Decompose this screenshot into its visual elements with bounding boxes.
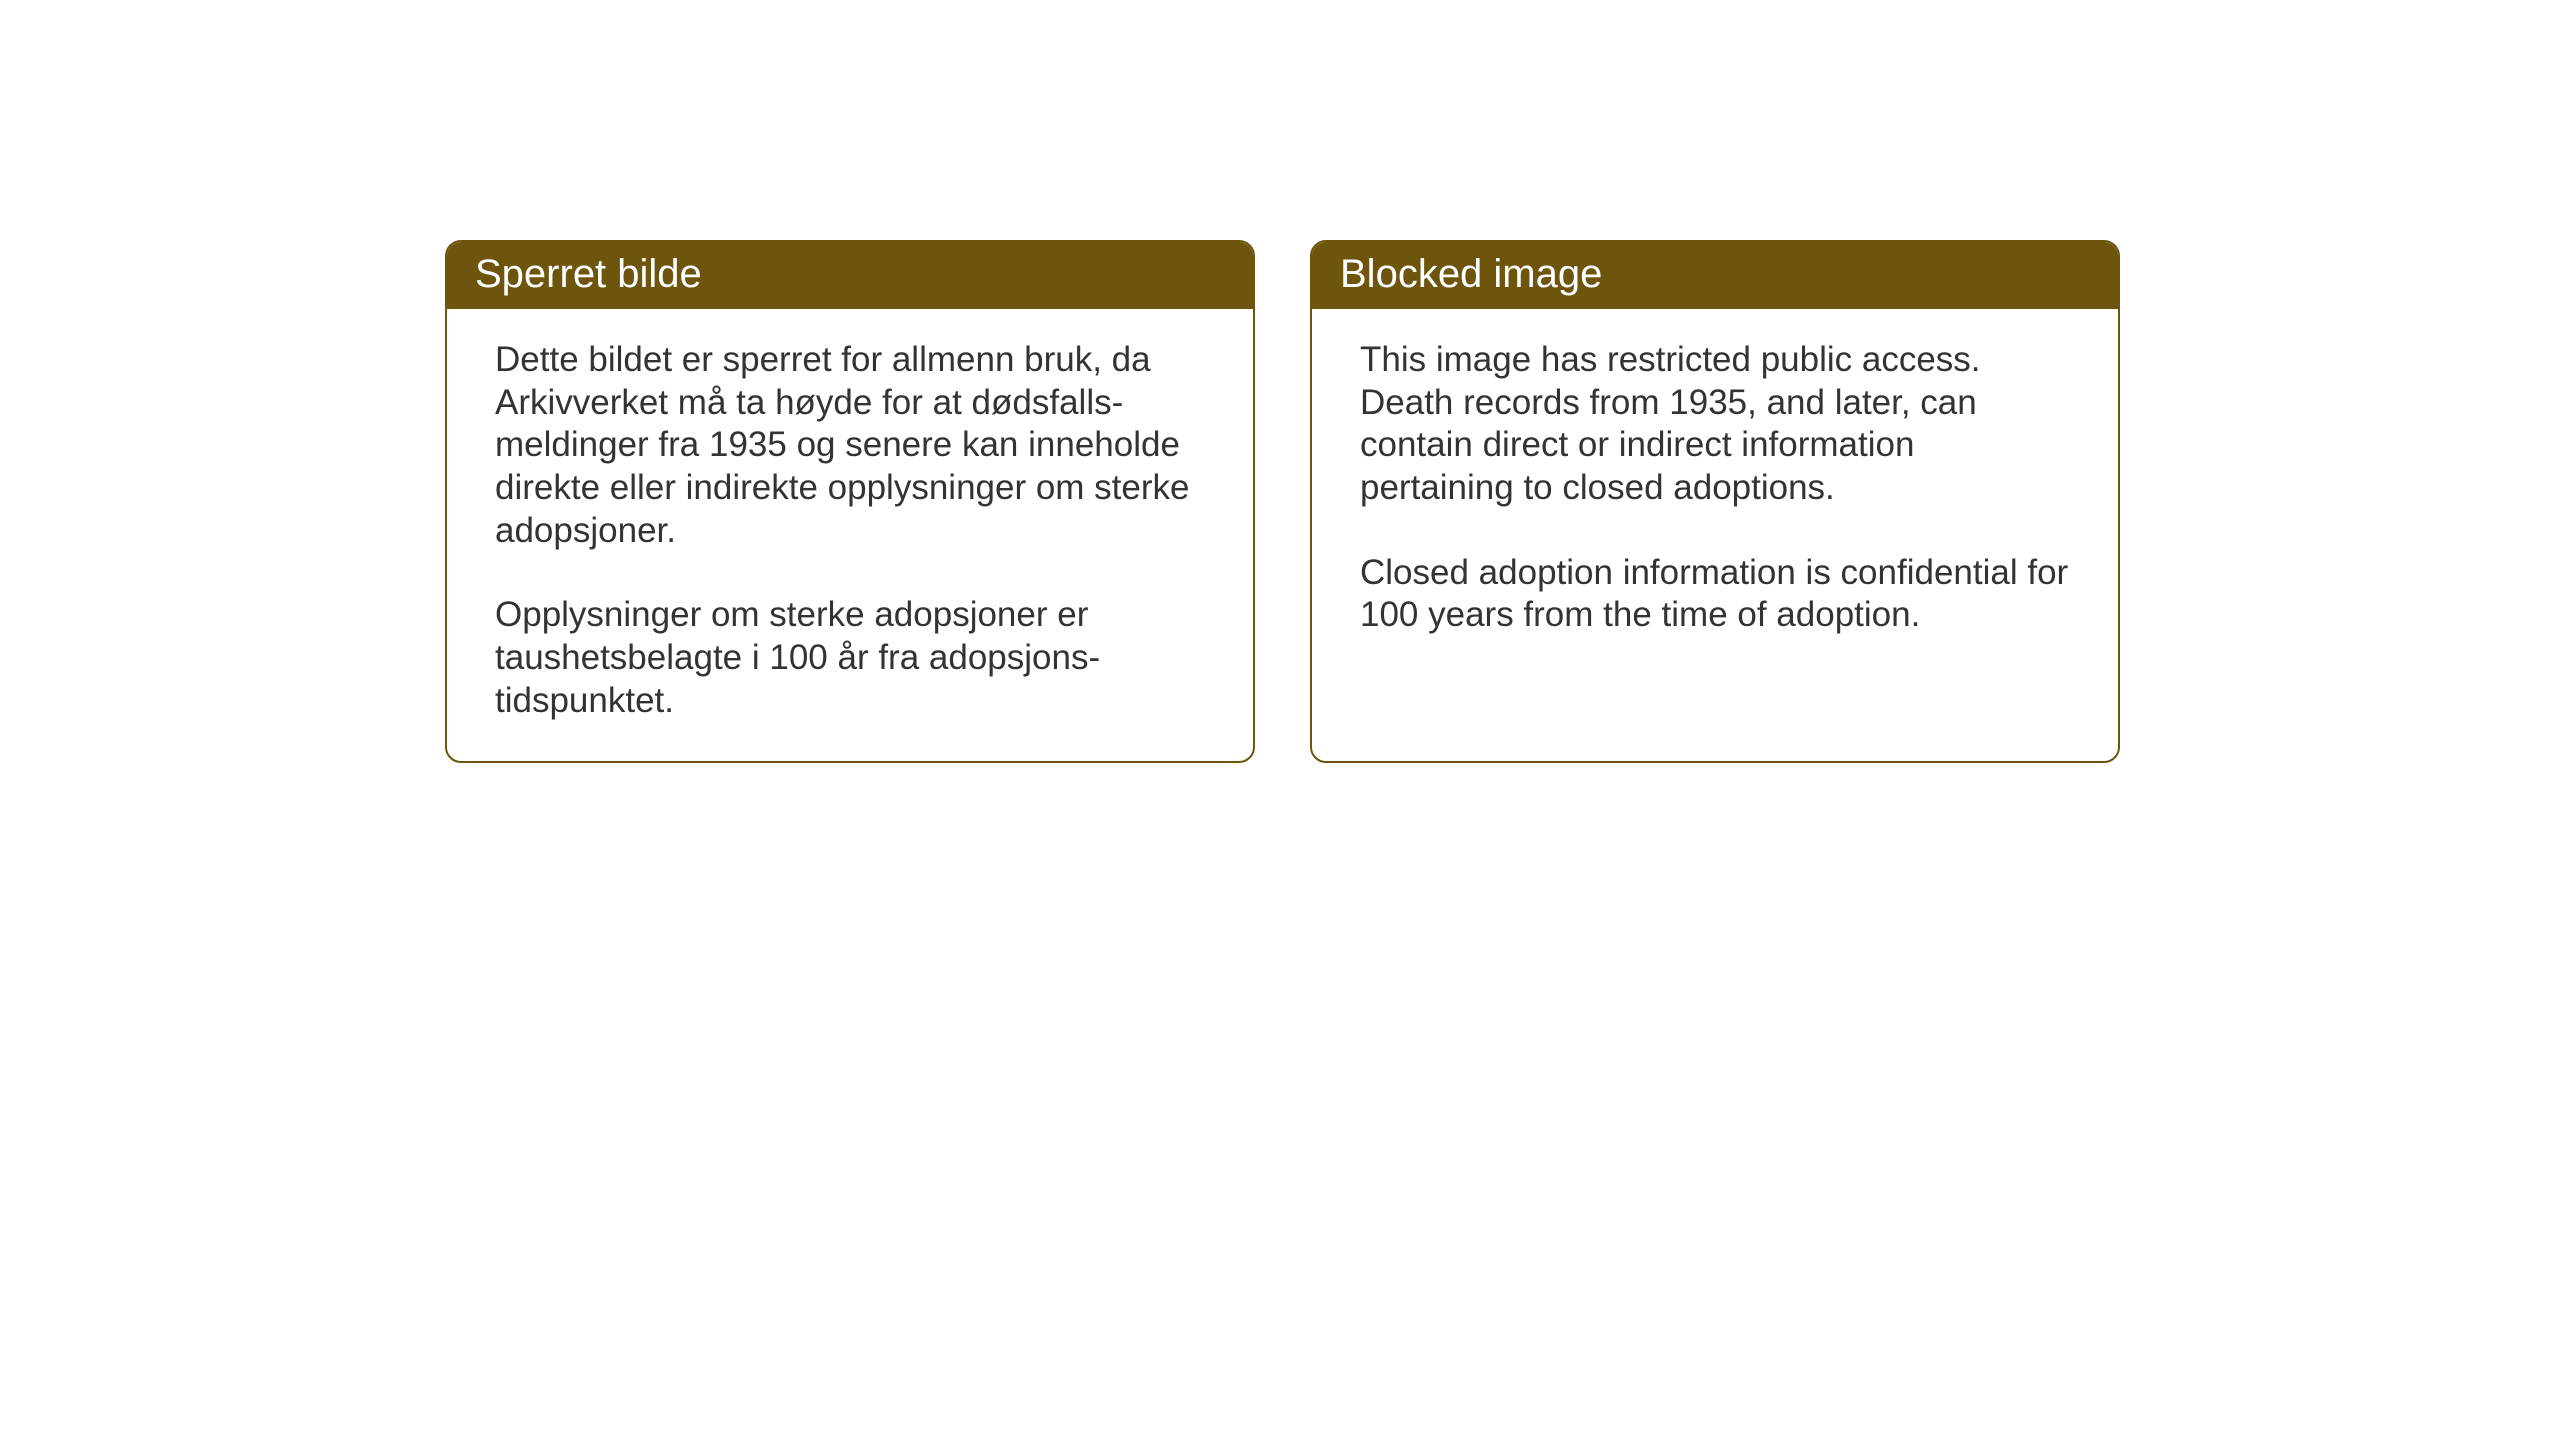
info-box-body-norwegian: Dette bildet er sperret for allmenn bruk… — [447, 309, 1253, 761]
info-boxes-container: Sperret bilde Dette bildet er sperret fo… — [445, 240, 2120, 763]
info-box-body-english: This image has restricted public access.… — [1312, 309, 2118, 741]
paragraph-text: This image has restricted public access.… — [1360, 339, 2070, 510]
paragraph-text: Closed adoption information is confident… — [1360, 552, 2070, 637]
info-box-header-norwegian: Sperret bilde — [447, 242, 1253, 309]
paragraph-text: Opplysninger om sterke adopsjoner er tau… — [495, 594, 1205, 722]
info-box-header-english: Blocked image — [1312, 242, 2118, 309]
info-box-english: Blocked image This image has restricted … — [1310, 240, 2120, 763]
info-box-norwegian: Sperret bilde Dette bildet er sperret fo… — [445, 240, 1255, 763]
paragraph-text: Dette bildet er sperret for allmenn bruk… — [495, 339, 1205, 552]
